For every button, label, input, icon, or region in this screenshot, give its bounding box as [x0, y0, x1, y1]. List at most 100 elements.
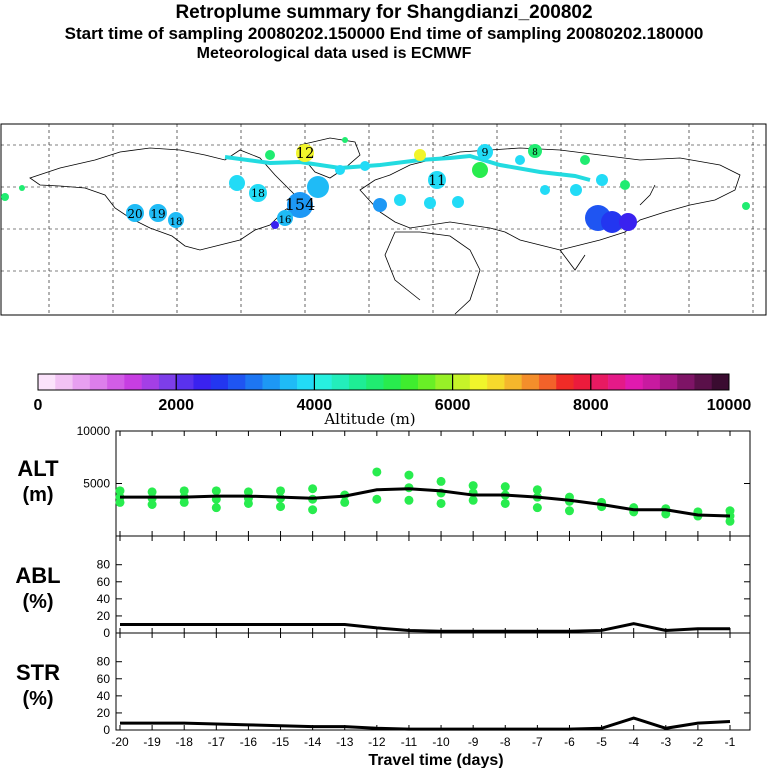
- colorbar-swatch: [521, 374, 540, 390]
- trajectory-label: 18: [170, 217, 183, 228]
- x-tick-label: -3: [660, 735, 671, 749]
- y-tick-label: 60: [97, 575, 111, 589]
- colorbar-swatch: [348, 374, 367, 390]
- trajectory-point: [277, 210, 293, 226]
- altitude-point: [276, 502, 286, 512]
- colorbar-swatch: [158, 374, 177, 390]
- trajectory-point: [265, 150, 275, 160]
- trajectory-point: [619, 213, 637, 231]
- y-tick-label: 20: [97, 609, 111, 623]
- altitude-point: [532, 503, 542, 513]
- x-tick-label: -4: [628, 735, 639, 749]
- x-tick-label: -6: [564, 735, 575, 749]
- altitude-point: [372, 494, 382, 504]
- colorbar-swatch: [262, 374, 281, 390]
- x-tick-label: -11: [401, 735, 418, 749]
- altitude-point: [436, 476, 446, 486]
- trajectory-point: [540, 185, 550, 195]
- colorbar-swatch: [107, 374, 125, 390]
- trajectory-point: [452, 196, 464, 208]
- panel-unit: (%): [22, 688, 53, 710]
- colorbar-swatch: [55, 374, 73, 390]
- x-tick-label: -15: [272, 735, 290, 749]
- x-tick-label: -18: [176, 735, 194, 749]
- y-tick-label: 60: [97, 672, 111, 686]
- trajectory-point: [620, 180, 630, 190]
- colorbar-swatch: [193, 374, 212, 390]
- trajectory-point: [249, 184, 267, 202]
- altitude-point: [243, 487, 253, 497]
- altitude-point: [500, 482, 510, 492]
- trajectory-point: [570, 184, 582, 196]
- trajectory-point: [307, 176, 329, 198]
- colorbar-swatch: [642, 374, 661, 390]
- x-tick-label: -17: [208, 735, 226, 749]
- y-tick-label: 80: [97, 558, 111, 572]
- colorbar-swatch: [625, 374, 643, 390]
- time-series-panels: 10000 5000 ALT (m) 0 20 40 60 80 ABL (%) 0 20 40 60 80 S…: [15, 424, 751, 768]
- trajectory-point: [149, 204, 167, 222]
- trajectory-point: [271, 221, 279, 229]
- altitude-point: [340, 497, 350, 507]
- colorbar-swatch: [677, 374, 695, 390]
- y-tick-label: 5000: [83, 477, 110, 491]
- trajectory-point: [394, 194, 406, 206]
- colorbar-swatch: [573, 374, 592, 390]
- x-tick-label: -20: [111, 735, 129, 749]
- trajectory-point: [477, 144, 493, 160]
- x-axis-label: Travel time (days): [368, 752, 503, 768]
- trajectory-label: 12: [295, 144, 314, 162]
- colorbar-swatch: [418, 374, 436, 390]
- panel-label: ALT: [17, 456, 59, 481]
- altitude-point: [147, 487, 157, 497]
- altitude-point: [147, 500, 157, 509]
- trajectory-point: [428, 171, 446, 189]
- trajectory-label: 8: [532, 148, 538, 158]
- trajectory-point: [19, 185, 25, 191]
- x-tick-label: -1: [725, 735, 736, 749]
- colorbar-swatch: [383, 374, 402, 390]
- altitude-point: [308, 484, 318, 494]
- panel-frame: [115, 632, 751, 731]
- altitude-point: [115, 486, 125, 496]
- altitude-point: [500, 498, 510, 508]
- altitude-colorbar: [37, 373, 730, 391]
- colorbar-swatch: [711, 374, 730, 390]
- panel-label: ABL: [15, 563, 60, 588]
- altitude-point: [436, 498, 446, 508]
- colorbar-swatch: [176, 374, 194, 390]
- altitude-point: [725, 506, 735, 516]
- trajectory-point: [168, 212, 184, 228]
- trajectory-point: [373, 198, 387, 212]
- altitude-point: [372, 467, 382, 477]
- trajectory-point: [360, 161, 370, 171]
- colorbar-swatch: [72, 374, 91, 390]
- colorbar-swatch: [608, 374, 626, 390]
- x-tick-label: -9: [468, 735, 479, 749]
- trajectory-point: [229, 175, 245, 191]
- altitude-point: [564, 506, 574, 516]
- x-tick-label: -10: [432, 735, 450, 749]
- y-tick-label: 0: [103, 723, 110, 737]
- trajectory-map: 12 11 9 8 154 18 20 19 18 16: [0, 123, 767, 316]
- trajectory-point: [1, 193, 9, 201]
- trajectory-line: [224, 153, 591, 182]
- y-tick-label: 20: [97, 706, 111, 720]
- trajectory-label: 11: [428, 173, 446, 189]
- trajectory-label: 20: [127, 207, 142, 221]
- colorbar-swatch: [297, 374, 315, 390]
- x-tick-label: -8: [500, 735, 511, 749]
- trajectory-point: [528, 144, 542, 158]
- y-tick-label: 40: [97, 689, 111, 703]
- colorbar-swatch: [694, 374, 713, 390]
- colorbar-swatch: [124, 374, 142, 390]
- x-tick-label: -2: [693, 735, 704, 749]
- colorbar-swatch: [400, 374, 419, 390]
- colorbar-tick-labels: 0 2000 4000 6000 8000 10000: [34, 397, 752, 414]
- colorbar-tick: 4000: [297, 397, 333, 414]
- series-line: [120, 622, 730, 633]
- x-tick-label: -19: [143, 735, 161, 749]
- trajectory-label: 18: [251, 187, 265, 200]
- trajectory-label: 154: [285, 195, 316, 214]
